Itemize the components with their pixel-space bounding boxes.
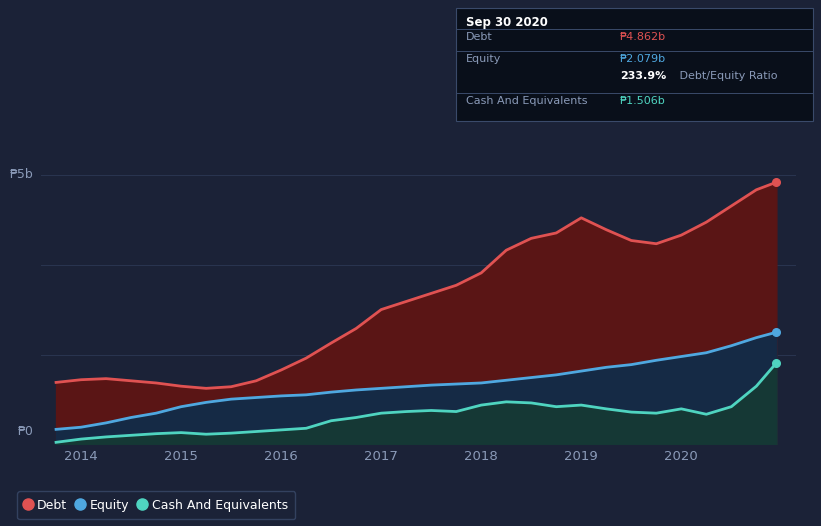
Text: ₱1.506b: ₱1.506b (620, 96, 666, 106)
Text: Debt/Equity Ratio: Debt/Equity Ratio (676, 71, 777, 81)
Point (770, 359, 783, 367)
Text: ₱0: ₱0 (17, 425, 34, 438)
Text: Cash And Equivalents: Cash And Equivalents (466, 96, 587, 106)
Legend: Debt, Equity, Cash And Equivalents: Debt, Equity, Cash And Equivalents (17, 491, 296, 519)
Text: Debt: Debt (466, 32, 493, 42)
Text: ₱5b: ₱5b (10, 168, 34, 181)
Text: ₱4.862b: ₱4.862b (620, 32, 666, 42)
Point (770, 328, 783, 337)
Point (770, 178, 783, 186)
Text: Equity: Equity (466, 54, 501, 64)
Text: ₱2.079b: ₱2.079b (620, 54, 666, 64)
Text: Sep 30 2020: Sep 30 2020 (466, 16, 548, 29)
Text: 233.9%: 233.9% (620, 71, 666, 81)
